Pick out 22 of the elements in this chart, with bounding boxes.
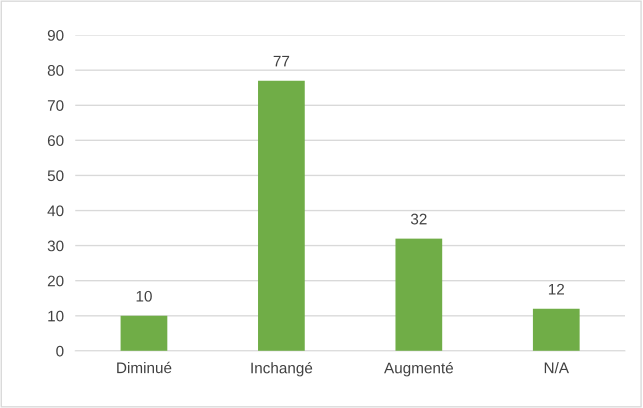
data-label: 10 <box>136 290 152 302</box>
y-tick-label: 40 <box>47 205 64 216</box>
y-tick-label: 70 <box>48 100 64 111</box>
data-label: 12 <box>548 284 564 294</box>
y-tick-label: 20 <box>48 276 64 286</box>
x-tick-label: N/A <box>544 362 569 374</box>
x-tick-label: Inchangé <box>251 362 312 376</box>
data-label: 77 <box>274 56 290 66</box>
bar <box>532 308 580 351</box>
x-tick-label: Diminué <box>117 362 172 374</box>
bar <box>258 80 305 351</box>
y-tick-label: 90 <box>48 30 64 41</box>
bar <box>120 316 168 351</box>
y-tick-label: 10 <box>48 310 64 322</box>
x-tick-label: Augmenté <box>384 362 453 376</box>
y-tick-label: 0 <box>56 346 64 357</box>
y-tick-label: 80 <box>48 65 64 76</box>
bar <box>395 238 442 351</box>
y-tick-label: 60 <box>48 135 64 146</box>
data-label: 32 <box>410 214 427 224</box>
y-tick-label: 50 <box>48 170 64 182</box>
y-tick-label: 30 <box>48 240 64 252</box>
